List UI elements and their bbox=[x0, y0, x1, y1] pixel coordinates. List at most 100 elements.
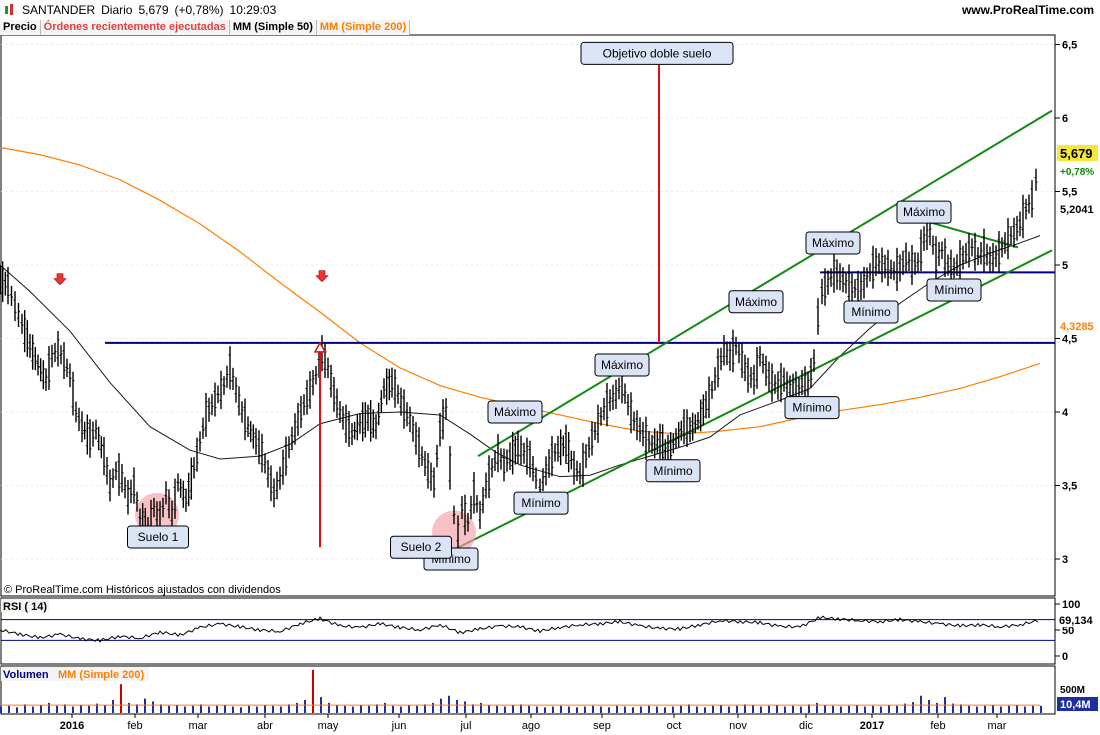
volume-bar bbox=[16, 707, 18, 713]
volume-bar bbox=[576, 707, 578, 713]
volume-bar bbox=[560, 705, 562, 713]
annotation-label[interactable]: Suelo 2 bbox=[390, 535, 452, 559]
date-tick-label: abr bbox=[257, 720, 273, 732]
volume-bar bbox=[392, 705, 394, 713]
volume-bar bbox=[816, 702, 818, 713]
last-price-badge: 5,679 bbox=[1060, 146, 1093, 161]
change-badge-bg bbox=[1057, 162, 1098, 178]
annotation-text: Mínimo bbox=[653, 464, 693, 478]
annotation-box bbox=[843, 300, 899, 324]
volume-bar bbox=[376, 704, 378, 713]
legend-orders[interactable]: Órdenes recientemente ejecutadas bbox=[40, 20, 230, 35]
chart-annotations: Objetivo doble suelo Máximo Máximo Máximo Má… bbox=[127, 41, 982, 571]
period-label[interactable]: Diario bbox=[101, 3, 133, 17]
down-arrow-icon bbox=[315, 270, 329, 283]
annotation-label[interactable]: Máximo bbox=[896, 200, 952, 224]
volume-bar bbox=[528, 705, 530, 713]
annotation-text: Suelo 2 bbox=[401, 540, 442, 554]
annotation-label[interactable]: Mínimo bbox=[645, 459, 701, 483]
top-bar: SANTANDER Diario 5,679 (+0,78%) 10:29:03… bbox=[0, 0, 1100, 20]
site-url[interactable]: www.ProRealTime.com bbox=[961, 3, 1094, 17]
volume-bar bbox=[424, 704, 426, 713]
volume-bar bbox=[248, 705, 250, 713]
price-axis-ticks: 6,5 6 5,5 5 4,5 4 3,5 3 bbox=[1055, 40, 1077, 566]
volume-bar bbox=[400, 706, 402, 713]
volume-value-label: 10,4M bbox=[1060, 699, 1091, 711]
volume-bar bbox=[40, 705, 42, 713]
volume-bar bbox=[312, 669, 314, 713]
ma200-value-badge-bg bbox=[1057, 317, 1098, 333]
copyright-note: © ProRealTime.com Históricos ajustados c… bbox=[4, 584, 281, 596]
volume-bar bbox=[0, 706, 2, 713]
rsi-label-bg bbox=[1, 599, 49, 612]
annotation-label[interactable]: Mínimo bbox=[926, 278, 982, 302]
volume-bar bbox=[856, 705, 858, 713]
volume-bar bbox=[744, 704, 746, 713]
legend-mm200[interactable]: MM (Simple 200) bbox=[316, 20, 411, 35]
annotation-label[interactable]: Objetivo doble suelo bbox=[580, 41, 734, 65]
price-tick-label: 4,5 bbox=[1062, 334, 1077, 346]
volume-bar bbox=[72, 706, 74, 713]
annotation-label[interactable]: Máximo bbox=[728, 290, 784, 314]
volume-bar bbox=[480, 702, 482, 713]
volume-bar bbox=[984, 705, 986, 713]
last-price: 5,679 bbox=[138, 3, 169, 17]
date-tick-label: jul bbox=[459, 720, 471, 732]
annotation-label[interactable]: Mínimo bbox=[843, 300, 899, 324]
volume-bar bbox=[296, 702, 298, 713]
legend-precio[interactable]: Precio bbox=[0, 20, 41, 35]
date-tick-label: dic bbox=[799, 720, 814, 732]
annotation-label[interactable]: Máximo bbox=[594, 353, 650, 377]
volume-bar bbox=[80, 705, 82, 713]
volume-bar bbox=[472, 704, 474, 713]
annotation-text: Máximo bbox=[812, 236, 854, 250]
volume-bar bbox=[712, 705, 714, 713]
volume-bar bbox=[544, 707, 546, 713]
volume-bar bbox=[624, 706, 626, 713]
volume-bar bbox=[496, 705, 498, 713]
volume-bar bbox=[32, 706, 34, 713]
volume-bar bbox=[96, 703, 98, 713]
volume-bar bbox=[808, 704, 810, 713]
price-tick-label: 6,5 bbox=[1062, 40, 1077, 52]
annotation-text: Máximo bbox=[494, 405, 536, 419]
symbol-name[interactable]: SANTANDER bbox=[22, 3, 96, 17]
annotation-text: Mínimo bbox=[792, 401, 832, 415]
annotation-text: Mínimo bbox=[521, 496, 561, 510]
volume-bar bbox=[952, 703, 954, 713]
volume-bar bbox=[672, 706, 674, 713]
volume-bar bbox=[328, 702, 330, 713]
volume-bar bbox=[568, 706, 570, 713]
price-gridlines bbox=[1, 44, 1055, 560]
volume-bar bbox=[256, 706, 258, 713]
volume-bar bbox=[184, 706, 186, 713]
volume-bar bbox=[280, 706, 282, 713]
annotation-label[interactable]: Máximo bbox=[805, 231, 861, 255]
volume-bar bbox=[792, 705, 794, 713]
date-tick-label: may bbox=[318, 720, 339, 732]
annotation-label[interactable]: Suelo 1 bbox=[127, 525, 189, 549]
volume-mm-label: MM (Simple 200) bbox=[58, 669, 145, 681]
volume-label-bg bbox=[1, 667, 149, 681]
annotation-label[interactable]: Máximo bbox=[487, 400, 543, 424]
annotation-label[interactable]: Mínimo bbox=[513, 491, 569, 515]
volume-bar bbox=[536, 706, 538, 713]
volume-bar bbox=[168, 705, 170, 713]
volume-bar bbox=[464, 701, 466, 713]
volume-bar bbox=[752, 705, 754, 713]
volume-bar bbox=[632, 707, 634, 713]
volume-bar bbox=[640, 706, 642, 713]
volume-bar bbox=[600, 706, 602, 713]
volume-bar bbox=[768, 705, 770, 713]
volume-bar bbox=[120, 684, 122, 713]
rsi-tick-label: 100 bbox=[1062, 599, 1080, 611]
volume-bar bbox=[488, 705, 490, 713]
price-tick-label: 3,5 bbox=[1062, 481, 1077, 493]
annotation-label[interactable]: Mínimo bbox=[784, 396, 840, 420]
date-tick-label: 2016 bbox=[60, 720, 84, 732]
rsi-tick-label: 0 bbox=[1062, 651, 1068, 663]
rsi-panel: 100 50 0 69,134 bbox=[0, 599, 1098, 663]
legend-mm50[interactable]: MM (Simple 50) bbox=[229, 20, 317, 35]
volume-bar bbox=[872, 705, 874, 713]
